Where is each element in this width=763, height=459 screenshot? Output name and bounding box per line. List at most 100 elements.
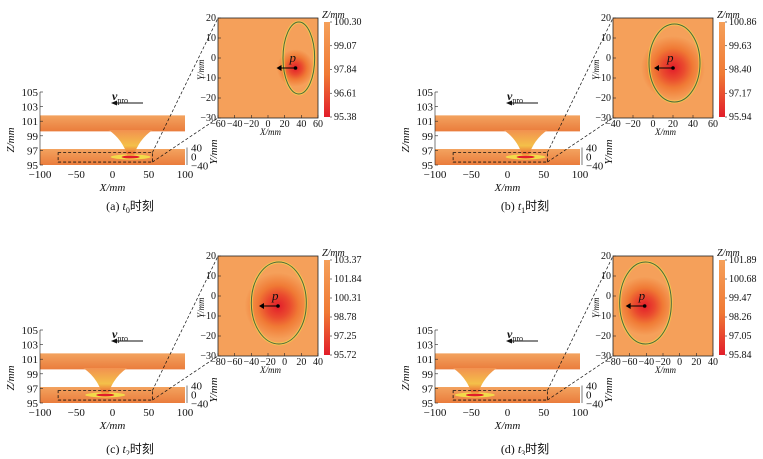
x-tick-label: −100 (424, 407, 447, 419)
z-tick-label: 101 (417, 354, 434, 366)
x-tick-label: −50 (463, 407, 481, 419)
caption-prefix: (c) (106, 442, 122, 455)
leader-line-bottom (152, 117, 219, 163)
top-slab (40, 353, 185, 370)
caption-prefix: (b) (501, 199, 518, 213)
velocity-label-sub: pro (117, 96, 128, 105)
y-tick-label: 40 (586, 142, 598, 154)
leader-line-top (152, 17, 219, 153)
velocity-line-head (111, 338, 117, 344)
zoom-y-tick-label: 10 (206, 271, 216, 282)
velocity-arrowhead (654, 65, 659, 71)
zoom-x-tick-label: −80 (210, 357, 226, 368)
colorbar-tick-label: 100.86 (729, 17, 757, 28)
z-tick-label: 101 (22, 116, 39, 128)
colorbar-tick-label: 95.94 (729, 112, 752, 123)
colorbar-title: Z/mm (322, 248, 345, 259)
caption-suffix: 时刻 (130, 442, 154, 455)
zoom-y-tick-label: 10 (601, 33, 611, 44)
zoom-x-tick-label: −20 (244, 119, 260, 130)
colorbar-tick-label: 98.26 (729, 312, 752, 323)
zoom-x-tick-label: 20 (296, 357, 306, 368)
zoom-x-tick-label: 40 (313, 357, 323, 368)
z-tick-label: 97 (422, 383, 434, 395)
zoom-x-tick-label: 20 (280, 119, 290, 130)
caption-suffix: 时刻 (130, 199, 154, 213)
zoom-y-tick-label: −20 (595, 93, 611, 104)
z-tick-label: 105 (22, 87, 39, 99)
velocity-line-head (506, 338, 512, 344)
zoom-heatmap (217, 17, 319, 119)
crater-cone (503, 129, 548, 157)
zoom-y-tick-label: 0 (211, 53, 216, 64)
caption-suffix: 时刻 (525, 442, 549, 455)
contour-line (250, 261, 307, 345)
zoom-x-tick-label: −20 (625, 119, 641, 130)
colorbar-tick-label: 101.89 (729, 255, 757, 266)
zoom-y-axis-label: Y/mm (591, 297, 601, 318)
point-label: p (289, 50, 297, 65)
x-tick-label: 100 (572, 407, 589, 419)
x-tick-label: 0 (110, 407, 116, 419)
velocity-label-sub: pro (117, 334, 128, 343)
velocity-arrowhead (276, 65, 282, 71)
zoom-y-tick-label: −20 (595, 331, 611, 342)
x-tick-label: 100 (572, 169, 589, 181)
z-tick-label: 97 (27, 383, 39, 395)
zoom-x-tick-label: −40 (244, 357, 260, 368)
zoom-y-axis-label: Y/mm (591, 59, 601, 80)
colorbar (324, 260, 330, 355)
zoom-x-tick-label: 0 (677, 357, 682, 368)
z-tick-label: 105 (417, 325, 434, 337)
zoom-y-tick-label: −30 (595, 351, 611, 362)
x-tick-label: −50 (68, 407, 86, 419)
zoom-y-tick-label: −20 (200, 331, 216, 342)
caption-sub: 1 (521, 206, 525, 215)
x-tick-label: 50 (143, 169, 155, 181)
y-tick-label: −40 (191, 398, 209, 410)
velocity-line-head (506, 100, 512, 106)
x-tick-label: 50 (538, 169, 550, 181)
x-tick-label: −50 (68, 169, 86, 181)
x-axis-label: X/mm (99, 182, 126, 194)
leader-line-bottom (547, 117, 614, 163)
colorbar-tick-label: 98.78 (334, 312, 357, 323)
x-tick-label: 0 (505, 407, 511, 419)
y-tick-label: −40 (586, 160, 604, 172)
z-tick-label: 101 (22, 354, 39, 366)
zoom-y-tick-label: 20 (601, 251, 611, 262)
x-tick-label: 50 (538, 407, 550, 419)
panel-caption: (d) t3时刻 (501, 442, 549, 455)
crater-cone (83, 367, 128, 395)
caption-var: t (122, 442, 126, 455)
x-tick-label: 0 (505, 169, 511, 181)
zoom-y-tick-label: 0 (606, 291, 611, 302)
zoom-x-tick-label: 60 (708, 119, 718, 130)
caption-var: t (122, 199, 126, 213)
z-axis-label: Z/mm (400, 365, 412, 390)
y-tick-label: 0 (586, 151, 592, 163)
colorbar-tick-label: 103.37 (334, 255, 362, 266)
zoom-y-tick-label: −20 (200, 93, 216, 104)
z-tick-label: 103 (417, 340, 434, 352)
y-tick-label: 40 (191, 380, 203, 392)
zoom-x-tick-label: 40 (296, 119, 306, 130)
panel-caption: (c) t2时刻 (106, 442, 154, 455)
colorbar-tick-label: 99.47 (729, 293, 752, 304)
colorbar-title: Z/mm (717, 10, 740, 21)
velocity-arrowhead (259, 303, 264, 309)
zoom-y-axis-label: Y/mm (196, 297, 206, 318)
zoom-x-axis-label: X/mm (259, 365, 281, 375)
z-axis-label: Z/mm (5, 365, 17, 390)
crater-cone (108, 129, 153, 157)
zoom-x-tick-label: 20 (691, 357, 701, 368)
y-tick-label: 40 (191, 142, 203, 154)
top-slab (435, 115, 580, 132)
zoom-region-box (57, 390, 153, 401)
y-tick-label: 40 (586, 380, 598, 392)
y-tick-label: −40 (586, 398, 604, 410)
colorbar-title: Z/mm (717, 248, 740, 259)
zoom-y-tick-label: 10 (601, 271, 611, 282)
z-tick-label: 95 (27, 160, 39, 172)
contour-line (648, 23, 701, 103)
